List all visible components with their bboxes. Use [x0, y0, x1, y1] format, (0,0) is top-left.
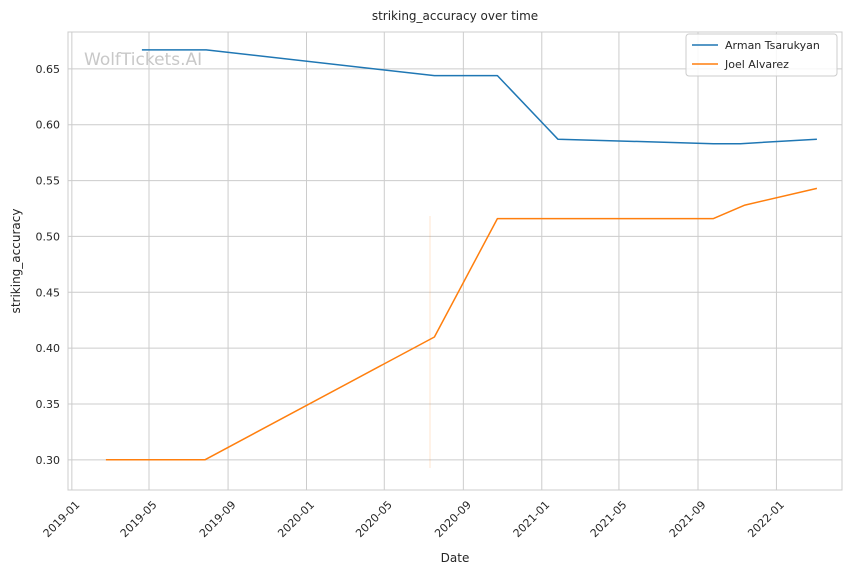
y-axis-label: striking_accuracy [9, 209, 23, 314]
x-tick-label: 2019-09 [197, 498, 239, 540]
y-tick-label: 0.55 [36, 175, 61, 188]
x-tick-label: 2021-05 [588, 498, 630, 540]
watermark-text: WolfTickets.AI [84, 50, 202, 70]
y-tick-label: 0.45 [36, 286, 61, 299]
y-tick-label: 0.35 [36, 398, 61, 411]
legend-label-joel: Joel Alvarez [724, 58, 789, 71]
series-lines [105, 49, 818, 461]
plot-area [67, 31, 843, 491]
y-tick-label: 0.30 [36, 454, 61, 467]
chart-title: striking_accuracy over time [372, 9, 538, 23]
legend-label-arman: Arman Tsarukyan [725, 39, 820, 52]
x-gridlines [71, 32, 777, 490]
x-tick-label: 2020-05 [353, 498, 395, 540]
y-tick-label: 0.65 [36, 63, 61, 76]
y-tick-label: 0.40 [36, 342, 61, 355]
x-tick-label: 2021-01 [511, 498, 553, 540]
x-tick-label: 2021-09 [667, 498, 709, 540]
x-tick-label: 2020-09 [432, 498, 474, 540]
x-tick-label: 2019-01 [41, 498, 83, 540]
x-axis-label: Date [441, 551, 470, 565]
x-tick-label: 2022-01 [745, 498, 787, 540]
x-tick-label: 2019-05 [118, 498, 160, 540]
x-tick-label: 2020-01 [275, 498, 317, 540]
y-tick-label: 0.60 [36, 119, 61, 132]
y-tick-label: 0.50 [36, 230, 61, 243]
series-line-arman-tsarukyan [141, 49, 817, 145]
legend-box [685, 33, 838, 77]
series-line-joel-alvarez [105, 187, 818, 461]
y-tick-labels: 0.30 0.35 0.40 0.45 0.50 0.55 0.60 0.65 [36, 63, 61, 467]
x-tick-labels: 2019-01 2019-05 2019-09 2020-01 2020-05 2020-… [41, 498, 787, 540]
legend: Arman Tsarukyan Joel Alvarez [685, 33, 838, 77]
